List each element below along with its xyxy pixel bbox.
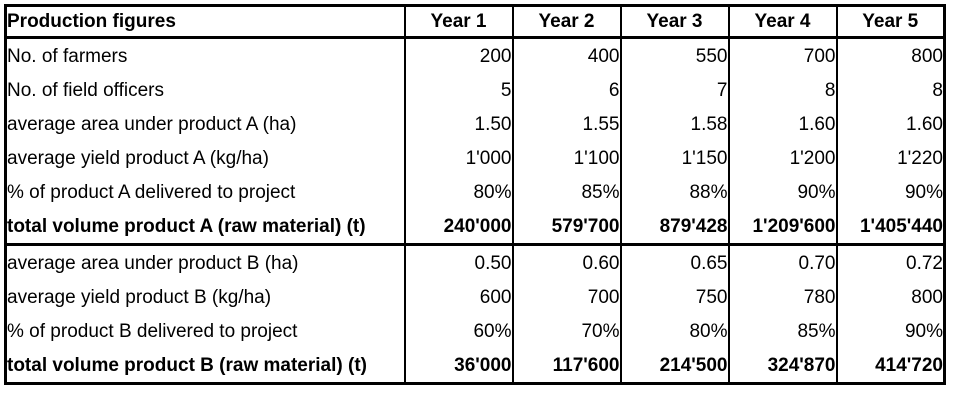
cell-value: 750 — [619, 280, 729, 314]
table-row-pct-product-a: % of product A delivered to project 80% … — [6, 175, 945, 209]
col-header-year-5: Year 5 — [835, 5, 945, 39]
cell-value: 1.55 — [511, 107, 621, 141]
cell-value: 8 — [835, 73, 945, 107]
table-row-field-officers: No. of field officers 5 6 7 8 8 — [6, 73, 945, 107]
cell-value: 0.60 — [511, 244, 621, 280]
production-figures-sheet: Production figures Year 1 Year 2 Year 3 … — [4, 4, 946, 385]
cell-value: 0.72 — [835, 244, 945, 280]
cell-value: 0.50 — [403, 244, 513, 280]
cell-value: 1'150 — [619, 141, 729, 175]
row-label: average area under product B (ha) — [7, 252, 299, 274]
cell-value: 550 — [619, 37, 729, 73]
cell-value: 1'405'440 — [835, 209, 945, 246]
production-figures-table: Production figures Year 1 Year 2 Year 3 … — [4, 4, 946, 385]
table-row-yield-product-b: average yield product B (kg/ha) 600 700 … — [6, 280, 945, 314]
col-header-year-3: Year 3 — [619, 5, 729, 39]
cell-value: 85% — [511, 175, 621, 209]
cell-value: 879'428 — [619, 209, 729, 246]
cell-value: 5 — [403, 73, 513, 107]
row-label: total volume product A (raw material) (t… — [5, 209, 405, 246]
cell-value: 60% — [403, 314, 513, 348]
cell-value: 1'200 — [727, 141, 837, 175]
cell-value: 1'000 — [403, 141, 513, 175]
table-row-total-product-a: total volume product A (raw material) (t… — [5, 209, 945, 246]
cell-value: 1.60 — [727, 107, 837, 141]
table-row-area-product-a: average area under product A (ha) 1.50 1… — [6, 107, 945, 141]
cell-value: 80% — [619, 314, 729, 348]
cell-value: 400 — [511, 37, 621, 73]
cell-value: 36'000 — [403, 348, 513, 385]
cell-value: 90% — [835, 314, 945, 348]
cell-value: 1'209'600 — [727, 209, 837, 246]
cell-value: 6 — [511, 73, 621, 107]
cell-value: 324'870 — [727, 348, 837, 385]
row-label: No. of farmers — [7, 45, 128, 67]
row-label: average area under product A (ha) — [7, 113, 297, 135]
cell-value: 800 — [835, 280, 945, 314]
cell-value: 240'000 — [403, 209, 513, 246]
cell-value: 600 — [403, 280, 513, 314]
cell-value: 0.65 — [619, 244, 729, 280]
col-header-year-2: Year 2 — [511, 5, 621, 39]
table-row-farmers: No. of farmers 200 400 550 700 800 — [6, 37, 945, 73]
table-row-yield-product-a: average yield product A (kg/ha) 1'000 1'… — [6, 141, 945, 175]
cell-value: 1'220 — [835, 141, 945, 175]
cell-value: 579'700 — [511, 209, 621, 246]
col-header-year-1: Year 1 — [403, 5, 513, 39]
row-label: average yield product A (kg/ha) — [7, 147, 269, 169]
cell-value: 1.58 — [619, 107, 729, 141]
cell-value: 0.70 — [727, 244, 837, 280]
cell-value: 700 — [727, 37, 837, 73]
cell-value: 85% — [727, 314, 837, 348]
row-label: total volume product B (raw material) (t… — [5, 348, 405, 385]
row-label: % of product B delivered to project — [7, 320, 298, 342]
header-row: Production figures Year 1 Year 2 Year 3 … — [5, 5, 945, 39]
cell-value: 1.60 — [835, 107, 945, 141]
cell-value: 200 — [403, 37, 513, 73]
cell-value: 700 — [511, 280, 621, 314]
cell-value: 414'720 — [835, 348, 945, 385]
cell-value: 214'500 — [619, 348, 729, 385]
table-row-total-product-b: total volume product B (raw material) (t… — [5, 348, 945, 385]
table-row-pct-product-b: % of product B delivered to project 60% … — [6, 314, 945, 348]
cell-value: 7 — [619, 73, 729, 107]
cell-value: 88% — [619, 175, 729, 209]
row-label: No. of field officers — [7, 79, 165, 101]
col-header-year-4: Year 4 — [727, 5, 837, 39]
cell-value: 1.50 — [403, 107, 513, 141]
cell-value: 70% — [511, 314, 621, 348]
cell-value: 80% — [403, 175, 513, 209]
cell-value: 8 — [727, 73, 837, 107]
cell-value: 780 — [727, 280, 837, 314]
row-label: % of product A delivered to project — [7, 181, 296, 203]
cell-value: 117'600 — [511, 348, 621, 385]
cell-value: 90% — [835, 175, 945, 209]
cell-value: 90% — [727, 175, 837, 209]
table-title: Production figures — [5, 5, 405, 39]
cell-value: 800 — [835, 37, 945, 73]
table-row-area-product-b: average area under product B (ha) 0.50 0… — [6, 244, 945, 280]
row-label: average yield product B (kg/ha) — [7, 286, 272, 308]
cell-value: 1'100 — [511, 141, 621, 175]
